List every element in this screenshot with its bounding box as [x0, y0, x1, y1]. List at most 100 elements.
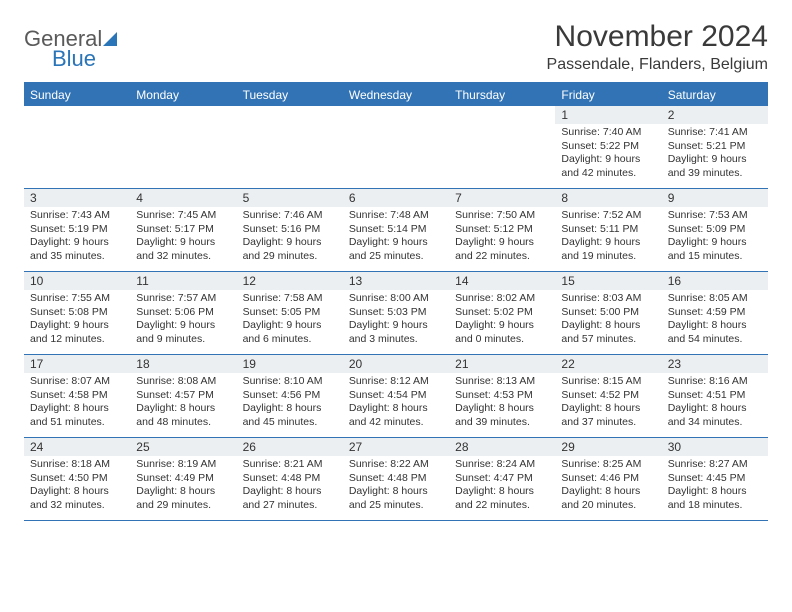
day-cell: 17Sunrise: 8:07 AMSunset: 4:58 PMDayligh…: [24, 355, 130, 437]
day-number: 3: [24, 189, 130, 207]
day-number: 24: [24, 438, 130, 456]
sunrise-text: Sunrise: 8:21 AM: [243, 458, 337, 472]
day-body: Sunrise: 8:08 AMSunset: 4:57 PMDaylight:…: [130, 373, 236, 434]
daylight-text: Daylight: 9 hours and 12 minutes.: [30, 319, 124, 346]
calendar-page: General Blue November 2024 Passendale, F…: [0, 0, 792, 541]
daylight-text: Daylight: 8 hours and 34 minutes.: [668, 402, 762, 429]
day-cell: 3Sunrise: 7:43 AMSunset: 5:19 PMDaylight…: [24, 189, 130, 271]
daylight-text: Daylight: 8 hours and 54 minutes.: [668, 319, 762, 346]
day-cell: 26Sunrise: 8:21 AMSunset: 4:48 PMDayligh…: [237, 438, 343, 520]
sunset-text: Sunset: 5:00 PM: [561, 306, 655, 320]
sunset-text: Sunset: 4:49 PM: [136, 472, 230, 486]
daylight-text: Daylight: 8 hours and 25 minutes.: [349, 485, 443, 512]
day-cell: 12Sunrise: 7:58 AMSunset: 5:05 PMDayligh…: [237, 272, 343, 354]
sunset-text: Sunset: 4:57 PM: [136, 389, 230, 403]
sunset-text: Sunset: 5:05 PM: [243, 306, 337, 320]
day-body: Sunrise: 7:57 AMSunset: 5:06 PMDaylight:…: [130, 290, 236, 351]
day-number: 8: [555, 189, 661, 207]
day-number: 6: [343, 189, 449, 207]
day-body: Sunrise: 7:58 AMSunset: 5:05 PMDaylight:…: [237, 290, 343, 351]
day-cell: [343, 106, 449, 188]
daylight-text: Daylight: 9 hours and 22 minutes.: [455, 236, 549, 263]
sunrise-text: Sunrise: 8:27 AM: [668, 458, 762, 472]
sunrise-text: Sunrise: 8:07 AM: [30, 375, 124, 389]
day-number: 11: [130, 272, 236, 290]
sunset-text: Sunset: 4:53 PM: [455, 389, 549, 403]
day-body: Sunrise: 8:25 AMSunset: 4:46 PMDaylight:…: [555, 456, 661, 517]
sunset-text: Sunset: 5:09 PM: [668, 223, 762, 237]
day-cell: 1Sunrise: 7:40 AMSunset: 5:22 PMDaylight…: [555, 106, 661, 188]
day-body: Sunrise: 7:55 AMSunset: 5:08 PMDaylight:…: [24, 290, 130, 351]
day-cell: 30Sunrise: 8:27 AMSunset: 4:45 PMDayligh…: [662, 438, 768, 520]
day-number: 15: [555, 272, 661, 290]
day-cell: 15 Sunrise: 8:03 AMSunset: 5:00 PMDayligh…: [555, 272, 661, 354]
day-number: 13: [343, 272, 449, 290]
sunset-text: Sunset: 4:52 PM: [561, 389, 655, 403]
sunset-text: Sunset: 4:45 PM: [668, 472, 762, 486]
day-cell: 9Sunrise: 7:53 AMSunset: 5:09 PMDaylight…: [662, 189, 768, 271]
sunset-text: Sunset: 5:03 PM: [349, 306, 443, 320]
day-cell: 18Sunrise: 8:08 AMSunset: 4:57 PMDayligh…: [130, 355, 236, 437]
dow-saturday: Saturday: [662, 84, 768, 106]
sunrise-text: Sunrise: 7:50 AM: [455, 209, 549, 223]
day-body: Sunrise: 8:05 AMSunset: 4:59 PMDaylight:…: [662, 290, 768, 351]
day-cell: 13 Sunrise: 8:00 AMSunset: 5:03 PMDayligh…: [343, 272, 449, 354]
daylight-text: Daylight: 9 hours and 25 minutes.: [349, 236, 443, 263]
daylight-text: Daylight: 8 hours and 22 minutes.: [455, 485, 549, 512]
daylight-text: Daylight: 8 hours and 51 minutes.: [30, 402, 124, 429]
day-body: Sunrise: 8:16 AMSunset: 4:51 PMDaylight:…: [662, 373, 768, 434]
day-number: 18: [130, 355, 236, 373]
day-body: Sunrise: 7:40 AMSunset: 5:22 PMDaylight:…: [555, 124, 661, 185]
sunset-text: Sunset: 5:11 PM: [561, 223, 655, 237]
sunrise-text: Sunrise: 7:57 AM: [136, 292, 230, 306]
day-cell: 25Sunrise: 8:19 AMSunset: 4:49 PMDayligh…: [130, 438, 236, 520]
sunrise-text: Sunrise: 8:03 AM: [561, 292, 655, 306]
day-number: 25: [130, 438, 236, 456]
daylight-text: Daylight: 9 hours and 29 minutes.: [243, 236, 337, 263]
sunset-text: Sunset: 5:16 PM: [243, 223, 337, 237]
sunrise-text: Sunrise: 7:52 AM: [561, 209, 655, 223]
daylight-text: Daylight: 8 hours and 57 minutes.: [561, 319, 655, 346]
day-cell: 4Sunrise: 7:45 AMSunset: 5:17 PMDaylight…: [130, 189, 236, 271]
sunrise-text: Sunrise: 8:00 AM: [349, 292, 443, 306]
sunset-text: Sunset: 5:17 PM: [136, 223, 230, 237]
sunset-text: Sunset: 4:47 PM: [455, 472, 549, 486]
sunrise-text: Sunrise: 8:25 AM: [561, 458, 655, 472]
day-cell: 19Sunrise: 8:10 AMSunset: 4:56 PMDayligh…: [237, 355, 343, 437]
sunset-text: Sunset: 4:54 PM: [349, 389, 443, 403]
sunset-text: Sunset: 4:48 PM: [349, 472, 443, 486]
day-cell: 21Sunrise: 8:13 AMSunset: 4:53 PMDayligh…: [449, 355, 555, 437]
day-cell: 2Sunrise: 7:41 AMSunset: 5:21 PMDaylight…: [662, 106, 768, 188]
day-number: 2: [662, 106, 768, 124]
day-number: 26: [237, 438, 343, 456]
day-number: 14: [449, 272, 555, 290]
dow-thursday: Thursday: [449, 84, 555, 106]
day-cell: 6Sunrise: 7:48 AMSunset: 5:14 PMDaylight…: [343, 189, 449, 271]
day-number: 16: [662, 272, 768, 290]
location-label: Passendale, Flanders, Belgium: [547, 56, 768, 74]
sunrise-text: Sunrise: 7:58 AM: [243, 292, 337, 306]
daylight-text: Daylight: 9 hours and 3 minutes.: [349, 319, 443, 346]
day-number: [449, 106, 555, 124]
day-number: 19: [237, 355, 343, 373]
day-cell: 29Sunrise: 8:25 AMSunset: 4:46 PMDayligh…: [555, 438, 661, 520]
day-body: Sunrise: 7:52 AMSunset: 5:11 PMDaylight:…: [555, 207, 661, 268]
daylight-text: Daylight: 9 hours and 15 minutes.: [668, 236, 762, 263]
day-body: Sunrise: 8:13 AMSunset: 4:53 PMDaylight:…: [449, 373, 555, 434]
daylight-text: Daylight: 9 hours and 32 minutes.: [136, 236, 230, 263]
week-row: 10Sunrise: 7:55 AMSunset: 5:08 PMDayligh…: [24, 272, 768, 355]
logo: General Blue: [24, 20, 117, 72]
day-cell: 7Sunrise: 7:50 AMSunset: 5:12 PMDaylight…: [449, 189, 555, 271]
day-number: 17: [24, 355, 130, 373]
sunrise-text: Sunrise: 8:05 AM: [668, 292, 762, 306]
logo-text-blue: Blue: [52, 46, 96, 72]
day-number: 12: [237, 272, 343, 290]
sunrise-text: Sunrise: 7:53 AM: [668, 209, 762, 223]
sunset-text: Sunset: 5:12 PM: [455, 223, 549, 237]
sunrise-text: Sunrise: 7:43 AM: [30, 209, 124, 223]
day-body: Sunrise: 7:50 AMSunset: 5:12 PMDaylight:…: [449, 207, 555, 268]
daylight-text: Daylight: 9 hours and 35 minutes.: [30, 236, 124, 263]
month-title: November 2024: [547, 20, 768, 54]
day-body: Sunrise: 8:07 AMSunset: 4:58 PMDaylight:…: [24, 373, 130, 434]
day-number: 10: [24, 272, 130, 290]
